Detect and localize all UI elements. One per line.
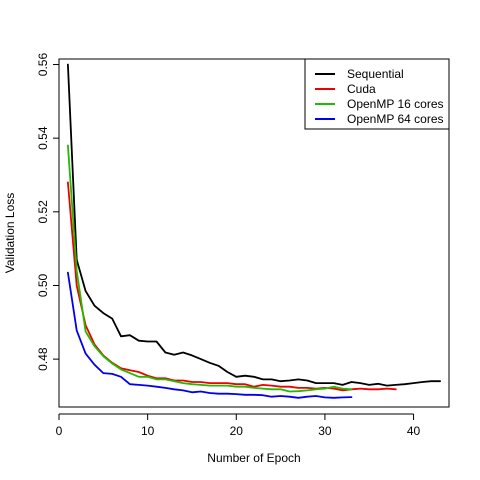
x-tick-label: 20 [230, 424, 244, 438]
y-tick-label: 0.50 [36, 273, 50, 297]
legend-entry-label: Sequential [347, 67, 404, 81]
legend-entry-label: OpenMP 64 cores [347, 112, 444, 126]
x-tick-label: 10 [141, 424, 155, 438]
y-axis-label: Validation Loss [3, 193, 17, 274]
x-tick-label: 40 [407, 424, 421, 438]
y-tick-label: 0.56 [36, 53, 50, 77]
legend-entry-label: OpenMP 16 cores [347, 97, 444, 111]
x-tick-label: 30 [318, 424, 332, 438]
legend-entry-label: Cuda [347, 82, 376, 96]
y-tick-label: 0.48 [36, 347, 50, 371]
x-axis-label: Number of Epoch [207, 451, 300, 465]
x-tick-label: 0 [56, 424, 63, 438]
y-tick-label: 0.54 [36, 126, 50, 150]
y-tick-label: 0.52 [36, 200, 50, 224]
